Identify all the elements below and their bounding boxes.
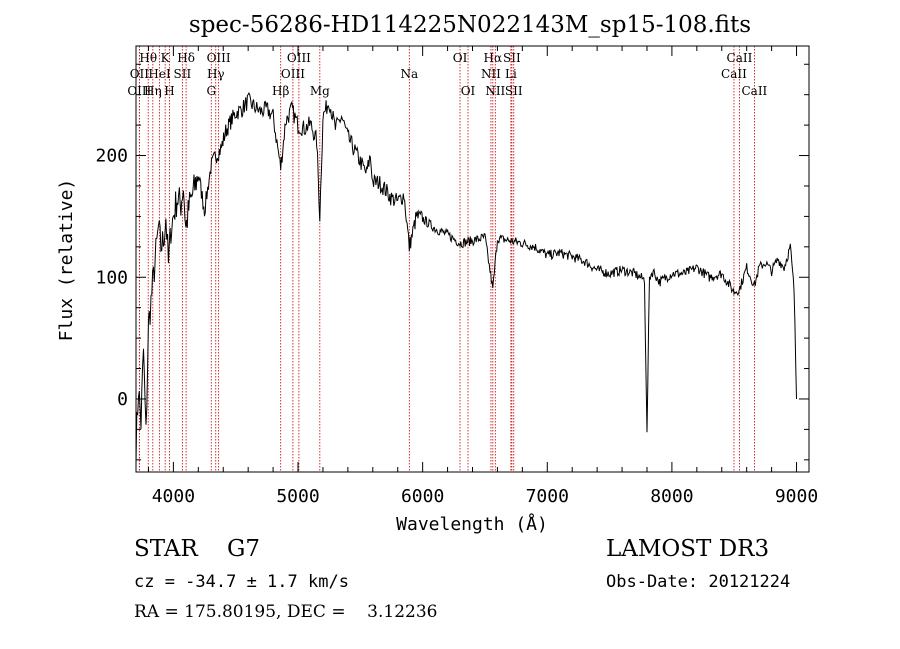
marker-label: OIII (281, 67, 305, 81)
marker-label: SII (174, 67, 192, 81)
y-tick-label: 100 (95, 267, 128, 288)
marker-label: Na (400, 67, 418, 81)
observation-date: Obs-Date: 20121224 (606, 572, 791, 592)
x-tick-label: 5000 (276, 486, 319, 507)
spectrum-series (135, 91, 797, 465)
marker-label: HeI (148, 67, 171, 81)
x-tick-label: 9000 (775, 486, 818, 507)
y-tick-label: 0 (117, 389, 128, 410)
marker-label: Hβ (272, 84, 289, 98)
marker-label: OIII (207, 51, 231, 65)
coordinates-readout: RA = 175.80195, DEC = 3.12236 (134, 602, 438, 622)
spectrum-line (135, 91, 797, 465)
marker-label: NII (481, 67, 501, 81)
x-axis-label: Wavelength (Å) (396, 513, 548, 535)
marker-label: SII (505, 84, 523, 98)
y-axis: 0 100 200 (95, 63, 809, 461)
marker-label: K (161, 51, 171, 65)
marker-label: OI (461, 84, 476, 98)
redshift-readout: cz = -34.7 ± 1.7 km/s (134, 572, 349, 592)
marker-label: OIII (127, 84, 151, 98)
y-axis-label: Flux (relative) (56, 179, 77, 342)
y-tick-label: 200 (95, 146, 128, 167)
marker-label: OIII (287, 51, 311, 65)
marker-label: Hθ (139, 51, 157, 65)
marker-label: SII (503, 51, 521, 65)
survey-name: LAMOST DR3 (606, 536, 770, 562)
x-tick-label: 7000 (526, 486, 569, 507)
marker-label: G (206, 84, 216, 98)
marker-label: CaII (721, 67, 747, 81)
x-tick-label: 8000 (650, 486, 693, 507)
marker-label: OI (453, 51, 468, 65)
chart-title: spec-56286-HD114225N022143M_sp15-108.fit… (189, 12, 751, 38)
marker-label: Mg (310, 84, 330, 98)
marker-label: CaII (741, 84, 767, 98)
marker-label: Li (505, 67, 517, 81)
marker-label: Hα (484, 51, 503, 65)
marker-label: CaII (727, 51, 753, 65)
x-tick-label: 4000 (152, 486, 195, 507)
x-axis: 4000 5000 6000 7000 8000 9000 (147, 46, 818, 507)
marker-label: Hδ (177, 51, 195, 65)
marker-label: Hγ (207, 67, 225, 81)
plot-frame (135, 45, 810, 473)
x-tick-label: 6000 (401, 486, 444, 507)
marker-label: NII (485, 84, 505, 98)
spectral-class: STAR G7 (134, 536, 261, 562)
marker-label: Hη (144, 84, 162, 98)
marker-label: H (164, 84, 174, 98)
